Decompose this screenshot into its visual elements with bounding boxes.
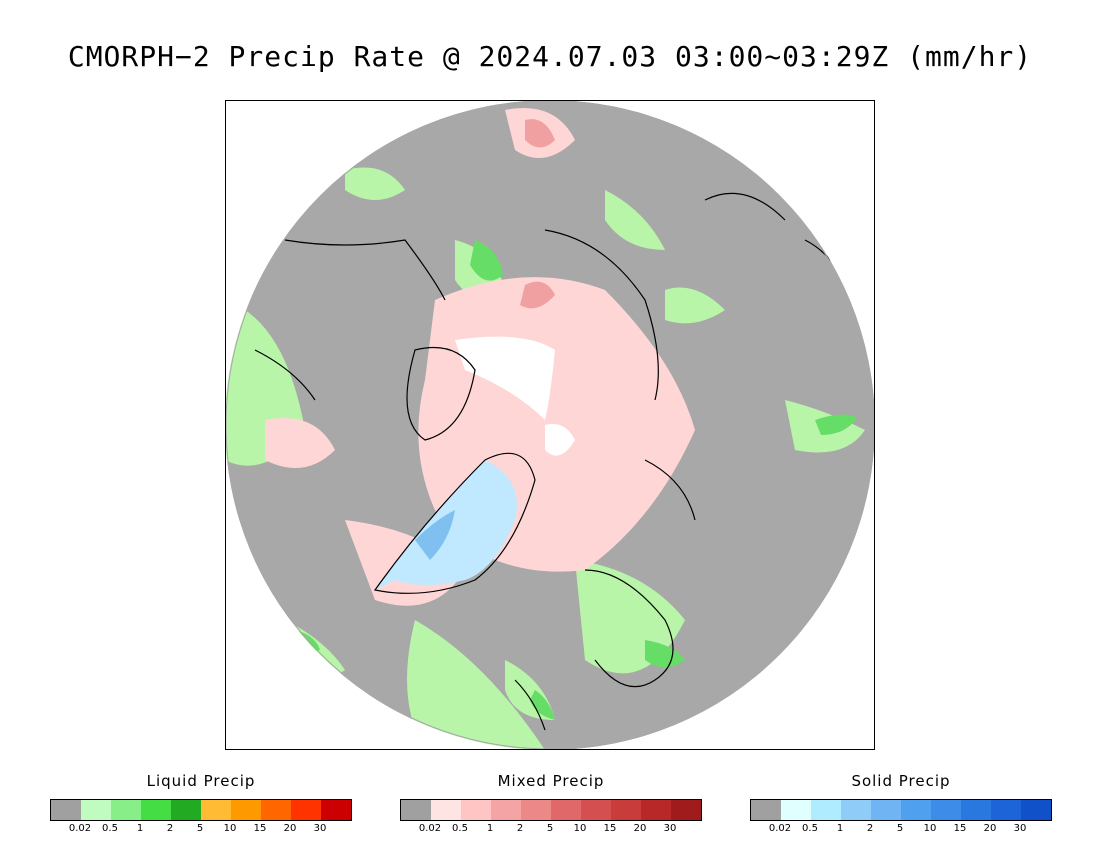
legend-title: Liquid Precip bbox=[146, 772, 256, 790]
tick-label: 5 bbox=[546, 823, 554, 834]
tick-labels: 0.02 0.5 1 2 5 10 15 20 30 bbox=[400, 823, 702, 837]
tick-label: 0.5 bbox=[452, 823, 468, 834]
color-swatch bbox=[901, 800, 931, 820]
no-data-area bbox=[455, 336, 555, 420]
color-swatch bbox=[321, 800, 351, 820]
color-swatch bbox=[811, 800, 841, 820]
tick-label: 30 bbox=[1013, 823, 1027, 834]
color-swatch bbox=[581, 800, 611, 820]
tick-labels: 0.02 0.5 1 2 5 10 15 20 30 bbox=[50, 823, 352, 837]
color-swatch bbox=[171, 800, 201, 820]
tick-label: 20 bbox=[633, 823, 647, 834]
color-swatch bbox=[551, 800, 581, 820]
tick-label: 2 bbox=[516, 823, 524, 834]
color-swatch bbox=[611, 800, 641, 820]
tick-label: 5 bbox=[896, 823, 904, 834]
legend-liquid: Liquid Precip 0.02 0.5 1 2 5 10 15 20 30 bbox=[50, 772, 352, 837]
color-bar bbox=[750, 799, 1052, 821]
color-swatch bbox=[641, 800, 671, 820]
tick-label: 2 bbox=[166, 823, 174, 834]
color-swatch bbox=[841, 800, 871, 820]
color-swatch bbox=[401, 800, 431, 820]
tick-label: 0.02 bbox=[68, 823, 92, 834]
legend-mixed: Mixed Precip 0.02 0.5 1 2 5 10 15 20 30 bbox=[400, 772, 702, 837]
tick-label: 0.5 bbox=[802, 823, 818, 834]
color-bar bbox=[400, 799, 702, 821]
color-swatch bbox=[491, 800, 521, 820]
color-bar bbox=[50, 799, 352, 821]
color-swatch bbox=[81, 800, 111, 820]
color-swatch bbox=[291, 800, 321, 820]
tick-label: 15 bbox=[953, 823, 967, 834]
polar-map bbox=[225, 100, 875, 750]
coastlines bbox=[254, 192, 866, 731]
legend-solid: Solid Precip 0.02 0.5 1 2 5 10 15 20 30 bbox=[750, 772, 1052, 837]
color-swatch bbox=[461, 800, 491, 820]
tick-label: 10 bbox=[923, 823, 937, 834]
tick-label: 20 bbox=[283, 823, 297, 834]
legend-title: Solid Precip bbox=[851, 772, 951, 790]
color-swatch bbox=[871, 800, 901, 820]
mixed-precip-cores bbox=[520, 119, 555, 309]
color-swatch bbox=[111, 800, 141, 820]
tick-label: 5 bbox=[196, 823, 204, 834]
color-swatch bbox=[51, 800, 81, 820]
color-swatch bbox=[991, 800, 1021, 820]
color-swatch bbox=[261, 800, 291, 820]
tick-label: 10 bbox=[223, 823, 237, 834]
tick-label: 20 bbox=[983, 823, 997, 834]
solid-precip-areas bbox=[375, 460, 517, 590]
color-swatch bbox=[931, 800, 961, 820]
color-swatch bbox=[1021, 800, 1051, 820]
tick-label: 0.02 bbox=[768, 823, 792, 834]
color-swatch bbox=[231, 800, 261, 820]
color-swatch bbox=[201, 800, 231, 820]
tick-label: 10 bbox=[573, 823, 587, 834]
color-swatch bbox=[521, 800, 551, 820]
legend-title: Mixed Precip bbox=[497, 772, 605, 790]
color-swatch bbox=[141, 800, 171, 820]
polar-map-svg bbox=[226, 101, 874, 749]
tick-label: 15 bbox=[603, 823, 617, 834]
tick-label: 1 bbox=[136, 823, 144, 834]
tick-label: 2 bbox=[866, 823, 874, 834]
color-swatch bbox=[751, 800, 781, 820]
tick-label: 30 bbox=[663, 823, 677, 834]
map-title: CMORPH−2 Precip Rate @ 2024.07.03 03:00~… bbox=[67, 40, 1033, 73]
tick-label: 0.5 bbox=[102, 823, 118, 834]
color-swatch bbox=[671, 800, 701, 820]
color-swatch bbox=[781, 800, 811, 820]
no-data-pole bbox=[545, 424, 575, 456]
tick-labels: 0.02 0.5 1 2 5 10 15 20 30 bbox=[750, 823, 1052, 837]
color-swatch bbox=[961, 800, 991, 820]
color-swatch bbox=[431, 800, 461, 820]
tick-label: 1 bbox=[836, 823, 844, 834]
tick-label: 15 bbox=[253, 823, 267, 834]
tick-label: 0.02 bbox=[418, 823, 442, 834]
tick-label: 1 bbox=[486, 823, 494, 834]
tick-label: 30 bbox=[313, 823, 327, 834]
